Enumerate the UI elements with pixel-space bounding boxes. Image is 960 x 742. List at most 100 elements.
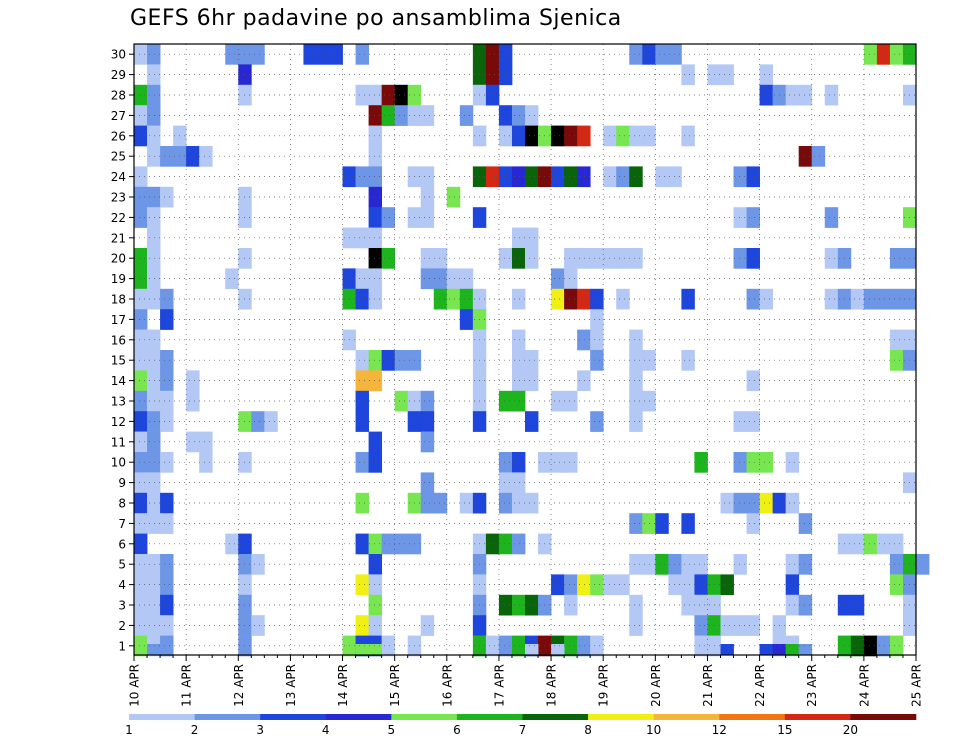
heatmap-cell [551, 644, 565, 655]
heatmap-cell [368, 125, 383, 147]
heatmap-cell [368, 370, 383, 392]
heatmap-cell [798, 513, 813, 534]
heatmap-cell [134, 411, 148, 432]
x-tick-label: 15 APR [388, 664, 402, 707]
y-tick-label: 1 [118, 639, 126, 653]
heatmap-cell [811, 146, 826, 167]
heatmap-cell [681, 64, 695, 86]
heatmap-cell [785, 554, 800, 575]
heatmap-cell [134, 492, 148, 514]
heatmap-cell [381, 350, 396, 371]
colorbar-swatch [588, 714, 654, 720]
heatmap-cell [160, 492, 174, 514]
heatmap-cell [668, 166, 682, 188]
heatmap-cell [525, 227, 539, 249]
colorbar-label: 12 [712, 723, 727, 737]
y-tick-label: 10 [111, 456, 126, 470]
heatmap-cell [160, 635, 174, 657]
heatmap-cell [694, 615, 708, 636]
heatmap-cell [134, 105, 148, 126]
heatmap-cell [147, 288, 161, 310]
heatmap-cell [616, 288, 630, 310]
heatmap-cell [759, 492, 774, 514]
heatmap-cell [459, 268, 474, 290]
heatmap-cell [355, 268, 369, 290]
x-tick-label: 23 APR [805, 664, 819, 707]
heatmap-cell [590, 350, 604, 371]
heatmap-cell [134, 554, 148, 575]
heatmap-cell [681, 513, 695, 534]
colorbar-swatch [719, 714, 786, 720]
heatmap-cell [590, 288, 604, 310]
x-tick-label: 25 APR [910, 664, 924, 707]
heatmap-cell [225, 44, 239, 65]
heatmap-cell [381, 105, 396, 126]
heatmap-cell [147, 125, 161, 147]
x-tick-label: 11 APR [180, 664, 194, 707]
heatmap-cell [160, 370, 174, 392]
heatmap-cell [147, 390, 161, 412]
heatmap-cell [446, 268, 461, 290]
heatmap-cell [746, 370, 760, 392]
heatmap-cell [134, 635, 148, 657]
heatmap-cell [655, 513, 669, 534]
chart-title: GEFS 6hr padavine po ansamblima Sjenica [130, 6, 622, 31]
heatmap-cell [134, 594, 148, 616]
y-tick-label: 15 [111, 354, 126, 368]
heatmap-cell [199, 452, 213, 473]
heatmap-cell [420, 492, 435, 514]
colorbar-swatch [194, 714, 261, 720]
heatmap-cell [590, 635, 604, 657]
heatmap-cell [694, 574, 708, 596]
heatmap-cell [746, 166, 760, 188]
heatmap-cell [134, 207, 148, 228]
heatmap-cell [134, 248, 148, 269]
heatmap-cell [394, 390, 409, 412]
heatmap-cell [564, 452, 578, 473]
heatmap-cell [551, 288, 565, 310]
heatmap-cell [381, 635, 396, 657]
heatmap-cell [355, 166, 369, 188]
heatmap-cell [746, 615, 760, 636]
heatmap-cell [746, 513, 760, 534]
y-tick-label: 19 [111, 272, 126, 286]
heatmap-cell [564, 125, 578, 147]
heatmap-cell [225, 533, 239, 555]
y-tick-label: 21 [111, 231, 126, 245]
heatmap-cell [759, 288, 774, 310]
heatmap-cell [381, 207, 396, 228]
x-tick-label: 24 APR [857, 664, 871, 707]
heatmap-cell [746, 492, 760, 514]
heatmap-cell [629, 370, 643, 392]
heatmap-cell [668, 554, 682, 575]
heatmap-cell [446, 186, 461, 208]
heatmap-cell [629, 125, 643, 147]
heatmap-cell [368, 207, 383, 228]
y-tick-label: 8 [118, 497, 126, 511]
heatmap-cell [720, 615, 734, 636]
heatmap-cell [147, 492, 161, 514]
heatmap-cell [368, 166, 383, 188]
heatmap-cell [759, 64, 774, 86]
heatmap-cell [498, 44, 513, 65]
heatmap-cell [629, 44, 643, 65]
colorbar-swatch [325, 714, 392, 720]
heatmap-cell [147, 146, 161, 167]
x-tick-label: 17 APR [492, 664, 506, 707]
heatmap-cell [368, 574, 383, 596]
heatmap-cell [147, 644, 161, 655]
heatmap-cell [186, 370, 200, 392]
heatmap-cell [498, 533, 513, 555]
heatmap-cell [511, 594, 526, 616]
heatmap-cell [824, 288, 839, 310]
heatmap-cell [590, 574, 604, 596]
heatmap-cell [590, 248, 604, 269]
heatmap-cell [525, 125, 539, 147]
heatmap-cell [551, 574, 565, 596]
heatmap-cell [264, 411, 278, 432]
heatmap-cell [485, 635, 500, 657]
heatmap-cell [511, 472, 526, 494]
heatmap-cell [551, 125, 565, 147]
heatmap-cell [681, 594, 695, 616]
